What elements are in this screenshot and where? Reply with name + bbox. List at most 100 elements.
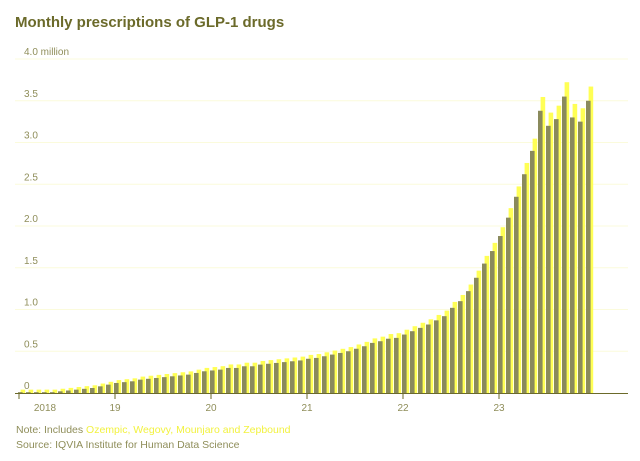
bar-value xyxy=(146,378,151,393)
bar-value xyxy=(74,389,79,393)
bar-highlight xyxy=(228,364,234,393)
bar-highlight xyxy=(356,344,362,393)
bar-2019-12 xyxy=(202,367,210,393)
bar-value xyxy=(210,370,215,393)
bar-2023-03 xyxy=(514,186,522,393)
bar-value xyxy=(586,100,591,393)
bar-2022-09 xyxy=(466,284,474,393)
bar-value xyxy=(298,360,303,393)
bar-2020-09 xyxy=(274,359,282,393)
bar-highlight xyxy=(452,301,458,393)
bar-value xyxy=(514,196,519,393)
bar-highlight xyxy=(580,108,586,393)
bar-value xyxy=(434,320,439,393)
bar-highlight xyxy=(396,333,402,393)
bar-2018-01 xyxy=(18,389,26,393)
bar-highlight xyxy=(484,255,490,393)
bar-highlight xyxy=(92,385,98,393)
bar-value xyxy=(314,357,319,393)
bar-2019-04 xyxy=(138,376,146,393)
bar-2022-03 xyxy=(418,322,426,393)
bar-highlight xyxy=(380,336,386,393)
bar-value xyxy=(130,381,135,393)
bar-value xyxy=(26,392,31,393)
bar-value xyxy=(418,327,423,393)
bar-value xyxy=(58,391,63,393)
bar-2019-07 xyxy=(162,373,170,393)
bar-highlight xyxy=(76,387,82,393)
bar-2018-10 xyxy=(90,385,98,393)
bar-highlight xyxy=(252,362,258,393)
bar-2021-10 xyxy=(378,336,386,393)
y-tick-label: 2.0 xyxy=(24,214,38,225)
bar-highlight xyxy=(108,381,114,393)
bar-2019-02 xyxy=(122,379,130,393)
bar-value xyxy=(282,362,287,393)
bar-value xyxy=(442,316,447,393)
bar-highlight xyxy=(556,105,562,394)
bar-value xyxy=(170,376,175,393)
bar-value xyxy=(202,371,207,393)
bar-value xyxy=(162,377,167,393)
bar-2021-05 xyxy=(338,348,346,393)
bar-value xyxy=(378,341,383,393)
bar-value xyxy=(386,338,391,393)
bar-highlight xyxy=(492,242,498,393)
bar-2023-04 xyxy=(522,162,530,393)
bar-2020-03 xyxy=(226,364,234,393)
bar-value xyxy=(562,96,567,393)
bar-highlight xyxy=(364,341,370,393)
bar-2019-11 xyxy=(194,369,202,393)
bar-value xyxy=(266,363,271,393)
bar-highlight xyxy=(148,375,154,393)
bar-2018-12 xyxy=(106,381,114,393)
bar-2020-04 xyxy=(234,364,242,393)
bar-2023-11 xyxy=(578,108,586,393)
bar-2020-12 xyxy=(298,356,306,393)
bar-highlight xyxy=(444,310,450,393)
bar-2019-06 xyxy=(154,374,162,393)
bar-value xyxy=(530,150,535,393)
bar-highlight xyxy=(132,378,138,393)
bar-value xyxy=(122,382,127,393)
bar-value xyxy=(186,374,191,393)
bar-value xyxy=(218,369,223,393)
bar-highlight xyxy=(180,372,186,393)
bar-value xyxy=(322,356,327,393)
bars xyxy=(18,82,594,394)
bar-value xyxy=(250,366,255,393)
bar-highlight xyxy=(404,329,410,393)
bar-2020-11 xyxy=(290,357,298,393)
bar-value xyxy=(106,384,111,393)
bar-value xyxy=(450,307,455,393)
bar-value xyxy=(554,119,559,394)
bar-2018-08 xyxy=(74,387,82,393)
bar-value xyxy=(482,263,487,393)
bar-highlight xyxy=(244,362,250,393)
y-tick-label: 4.0 million xyxy=(24,47,69,58)
bar-highlight xyxy=(260,360,266,393)
x-tick-label: 22 xyxy=(397,403,409,414)
bar-highlight xyxy=(516,186,522,393)
bar-value xyxy=(474,277,479,393)
bar-highlight xyxy=(476,270,482,393)
bar-highlight xyxy=(428,319,434,393)
bar-2022-01 xyxy=(402,329,410,393)
bar-value xyxy=(34,392,39,393)
y-tick-label: 3.0 xyxy=(24,131,38,142)
note-prefix: Note: Includes xyxy=(16,424,87,436)
bar-value xyxy=(242,366,247,393)
y-tick-label: 0.5 xyxy=(24,339,38,350)
y-tick-label: 1.5 xyxy=(24,256,38,267)
bar-highlight xyxy=(332,350,338,393)
bar-2020-10 xyxy=(282,358,290,393)
bar-2021-07 xyxy=(354,344,362,393)
bar-2020-08 xyxy=(266,360,274,393)
bar-2018-04 xyxy=(42,389,50,393)
bar-highlight xyxy=(548,112,554,394)
y-tick-label: 1.0 xyxy=(24,298,38,309)
bar-value xyxy=(274,362,279,393)
bar-value xyxy=(354,348,359,393)
bar-value xyxy=(490,251,495,393)
